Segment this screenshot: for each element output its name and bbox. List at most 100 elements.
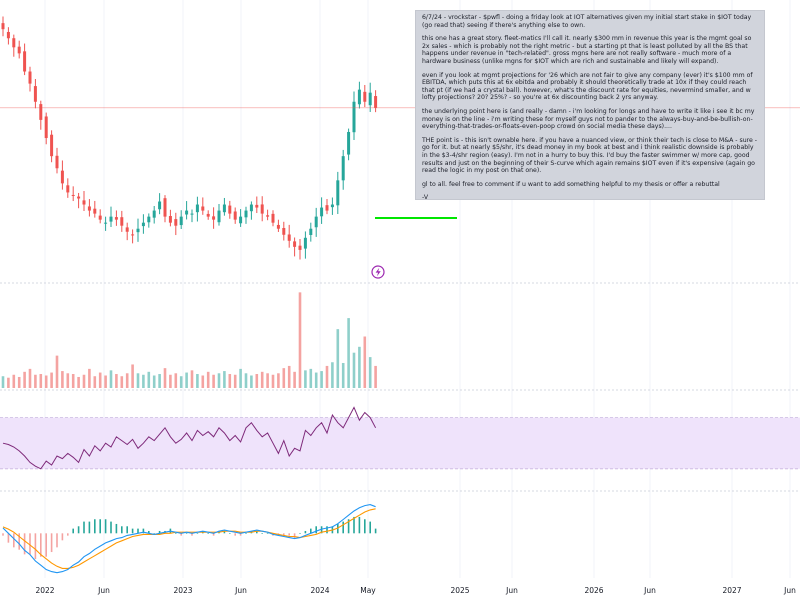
candle-body[interactable] — [363, 91, 367, 102]
candle-body[interactable] — [55, 155, 59, 169]
candle-body[interactable] — [104, 222, 108, 224]
lightning-event-icon[interactable] — [371, 265, 385, 279]
volume-bar[interactable] — [158, 374, 161, 388]
volume-bar[interactable] — [255, 374, 259, 388]
volume-bar[interactable] — [309, 368, 313, 388]
candle-body[interactable] — [114, 217, 118, 220]
volume-bar[interactable] — [298, 292, 302, 388]
candle-body[interactable] — [212, 216, 216, 220]
volume-bar[interactable] — [352, 352, 356, 388]
volume-bar[interactable] — [250, 375, 253, 388]
candle-body[interactable] — [260, 204, 264, 214]
volume-bar[interactable] — [44, 375, 48, 388]
candle-body[interactable] — [39, 104, 43, 120]
volume-bar[interactable] — [212, 374, 215, 388]
volume-bar[interactable] — [23, 371, 26, 388]
volume-bar[interactable] — [341, 362, 345, 388]
candle-body[interactable] — [195, 204, 199, 213]
volume-bar[interactable] — [115, 374, 118, 388]
candle-body[interactable] — [352, 101, 356, 133]
volume-bar[interactable] — [77, 376, 80, 388]
volume-bar[interactable] — [266, 373, 269, 388]
volume-bar[interactable] — [363, 336, 367, 389]
volume-bar[interactable] — [152, 375, 156, 388]
annotations[interactable] — [371, 217, 457, 279]
volume-bar[interactable] — [136, 373, 140, 388]
candle-body[interactable] — [87, 206, 91, 211]
candle-body[interactable] — [44, 116, 48, 139]
volume-bar[interactable] — [374, 365, 377, 388]
volume-bar[interactable] — [104, 375, 107, 388]
candle-body[interactable] — [77, 196, 81, 199]
candle-body[interactable] — [314, 216, 318, 228]
volume-bar[interactable] — [277, 373, 280, 388]
volume-bar[interactable] — [304, 370, 307, 388]
candle-body[interactable] — [66, 185, 70, 193]
candle-body[interactable] — [50, 134, 54, 157]
candle-body[interactable] — [276, 224, 280, 229]
candle-body[interactable] — [33, 86, 37, 102]
candle-body[interactable] — [168, 216, 172, 223]
volume-bar[interactable] — [368, 357, 372, 388]
volume-bar[interactable] — [196, 374, 199, 388]
candle-body[interactable] — [163, 198, 167, 217]
candle-body[interactable] — [357, 89, 361, 105]
candle-body[interactable] — [71, 194, 75, 196]
candle-body[interactable] — [239, 216, 243, 224]
candle-body[interactable] — [347, 131, 351, 155]
volume-bar[interactable] — [17, 376, 21, 388]
candle-body[interactable] — [28, 71, 32, 84]
candle-body[interactable] — [201, 206, 205, 211]
volume-bar[interactable] — [358, 346, 361, 388]
volume-bar[interactable] — [228, 374, 232, 388]
candle-body[interactable] — [330, 204, 334, 208]
volume-bar[interactable] — [325, 365, 329, 388]
candle-body[interactable] — [93, 208, 97, 214]
volume-bar[interactable] — [185, 372, 188, 388]
candle-body[interactable] — [6, 31, 10, 39]
volume-bar[interactable] — [239, 368, 242, 388]
candle-body[interactable] — [249, 204, 253, 212]
candle-body[interactable] — [17, 46, 21, 54]
volume-bar[interactable] — [287, 365, 291, 388]
candle-body[interactable] — [282, 227, 286, 235]
volume-bar[interactable] — [50, 372, 53, 388]
candle-body[interactable] — [158, 201, 162, 210]
volume-bar[interactable] — [260, 371, 264, 388]
volume-bar[interactable] — [163, 368, 167, 388]
volume-bar[interactable] — [169, 374, 172, 388]
candle-body[interactable] — [368, 92, 372, 106]
volume-bar[interactable] — [347, 318, 350, 388]
volume-bar[interactable] — [320, 371, 323, 388]
volume-bar[interactable] — [142, 374, 145, 388]
macd-line[interactable] — [2, 504, 376, 574]
rsi-pane[interactable] — [0, 406, 800, 470]
candle-body[interactable] — [136, 228, 140, 233]
volume-bar[interactable] — [98, 372, 102, 388]
volume-bar[interactable] — [39, 374, 43, 388]
volume-bar[interactable] — [217, 373, 221, 388]
candle-body[interactable] — [303, 237, 307, 249]
volume-bar[interactable] — [282, 368, 286, 388]
candle-body[interactable] — [255, 204, 259, 208]
candle-body[interactable] — [374, 96, 378, 108]
candle-body[interactable] — [82, 200, 86, 205]
candle-body[interactable] — [320, 207, 324, 217]
volume-bar[interactable] — [131, 364, 134, 388]
candle-body[interactable] — [341, 156, 345, 181]
volume-bar[interactable] — [147, 371, 151, 388]
candle-body[interactable] — [325, 205, 329, 211]
candle-body[interactable] — [271, 213, 275, 223]
candle-body[interactable] — [185, 210, 189, 215]
candle-body[interactable] — [190, 213, 194, 215]
volume-bar[interactable] — [125, 373, 129, 388]
volume-bar[interactable] — [331, 362, 334, 388]
candle-body[interactable] — [1, 23, 5, 30]
volume-bar[interactable] — [82, 374, 86, 388]
candle-body[interactable] — [298, 245, 302, 250]
volume-bar[interactable] — [174, 373, 178, 388]
volume-bar[interactable] — [7, 377, 10, 388]
candle-body[interactable] — [293, 241, 297, 247]
candle-body[interactable] — [222, 204, 226, 213]
